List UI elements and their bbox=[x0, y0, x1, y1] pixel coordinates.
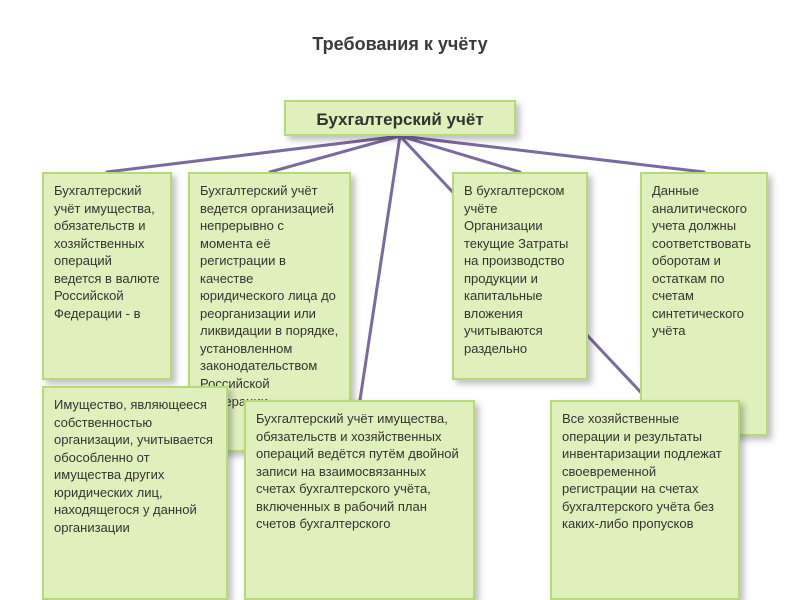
leaf-node: Бухгалтерский учёт имущества, обязательс… bbox=[42, 172, 172, 380]
leaf-node: Имущество, являющееся собственностью орг… bbox=[42, 386, 228, 600]
diagram-canvas: Требования к учёту Бухгалтерский учёт Бу… bbox=[0, 0, 800, 600]
root-node: Бухгалтерский учёт bbox=[284, 100, 516, 136]
leaf-node: В бухгалтерском учёте Организации текущи… bbox=[452, 172, 588, 380]
leaf-node: Бухгалтерский учёт имущества, обязательс… bbox=[244, 400, 475, 600]
leaf-node: Все хозяйственные операции и результаты … bbox=[550, 400, 740, 600]
leaf-node: Данные аналитического учета должны соотв… bbox=[640, 172, 768, 436]
page-title: Требования к учёту bbox=[0, 34, 800, 55]
